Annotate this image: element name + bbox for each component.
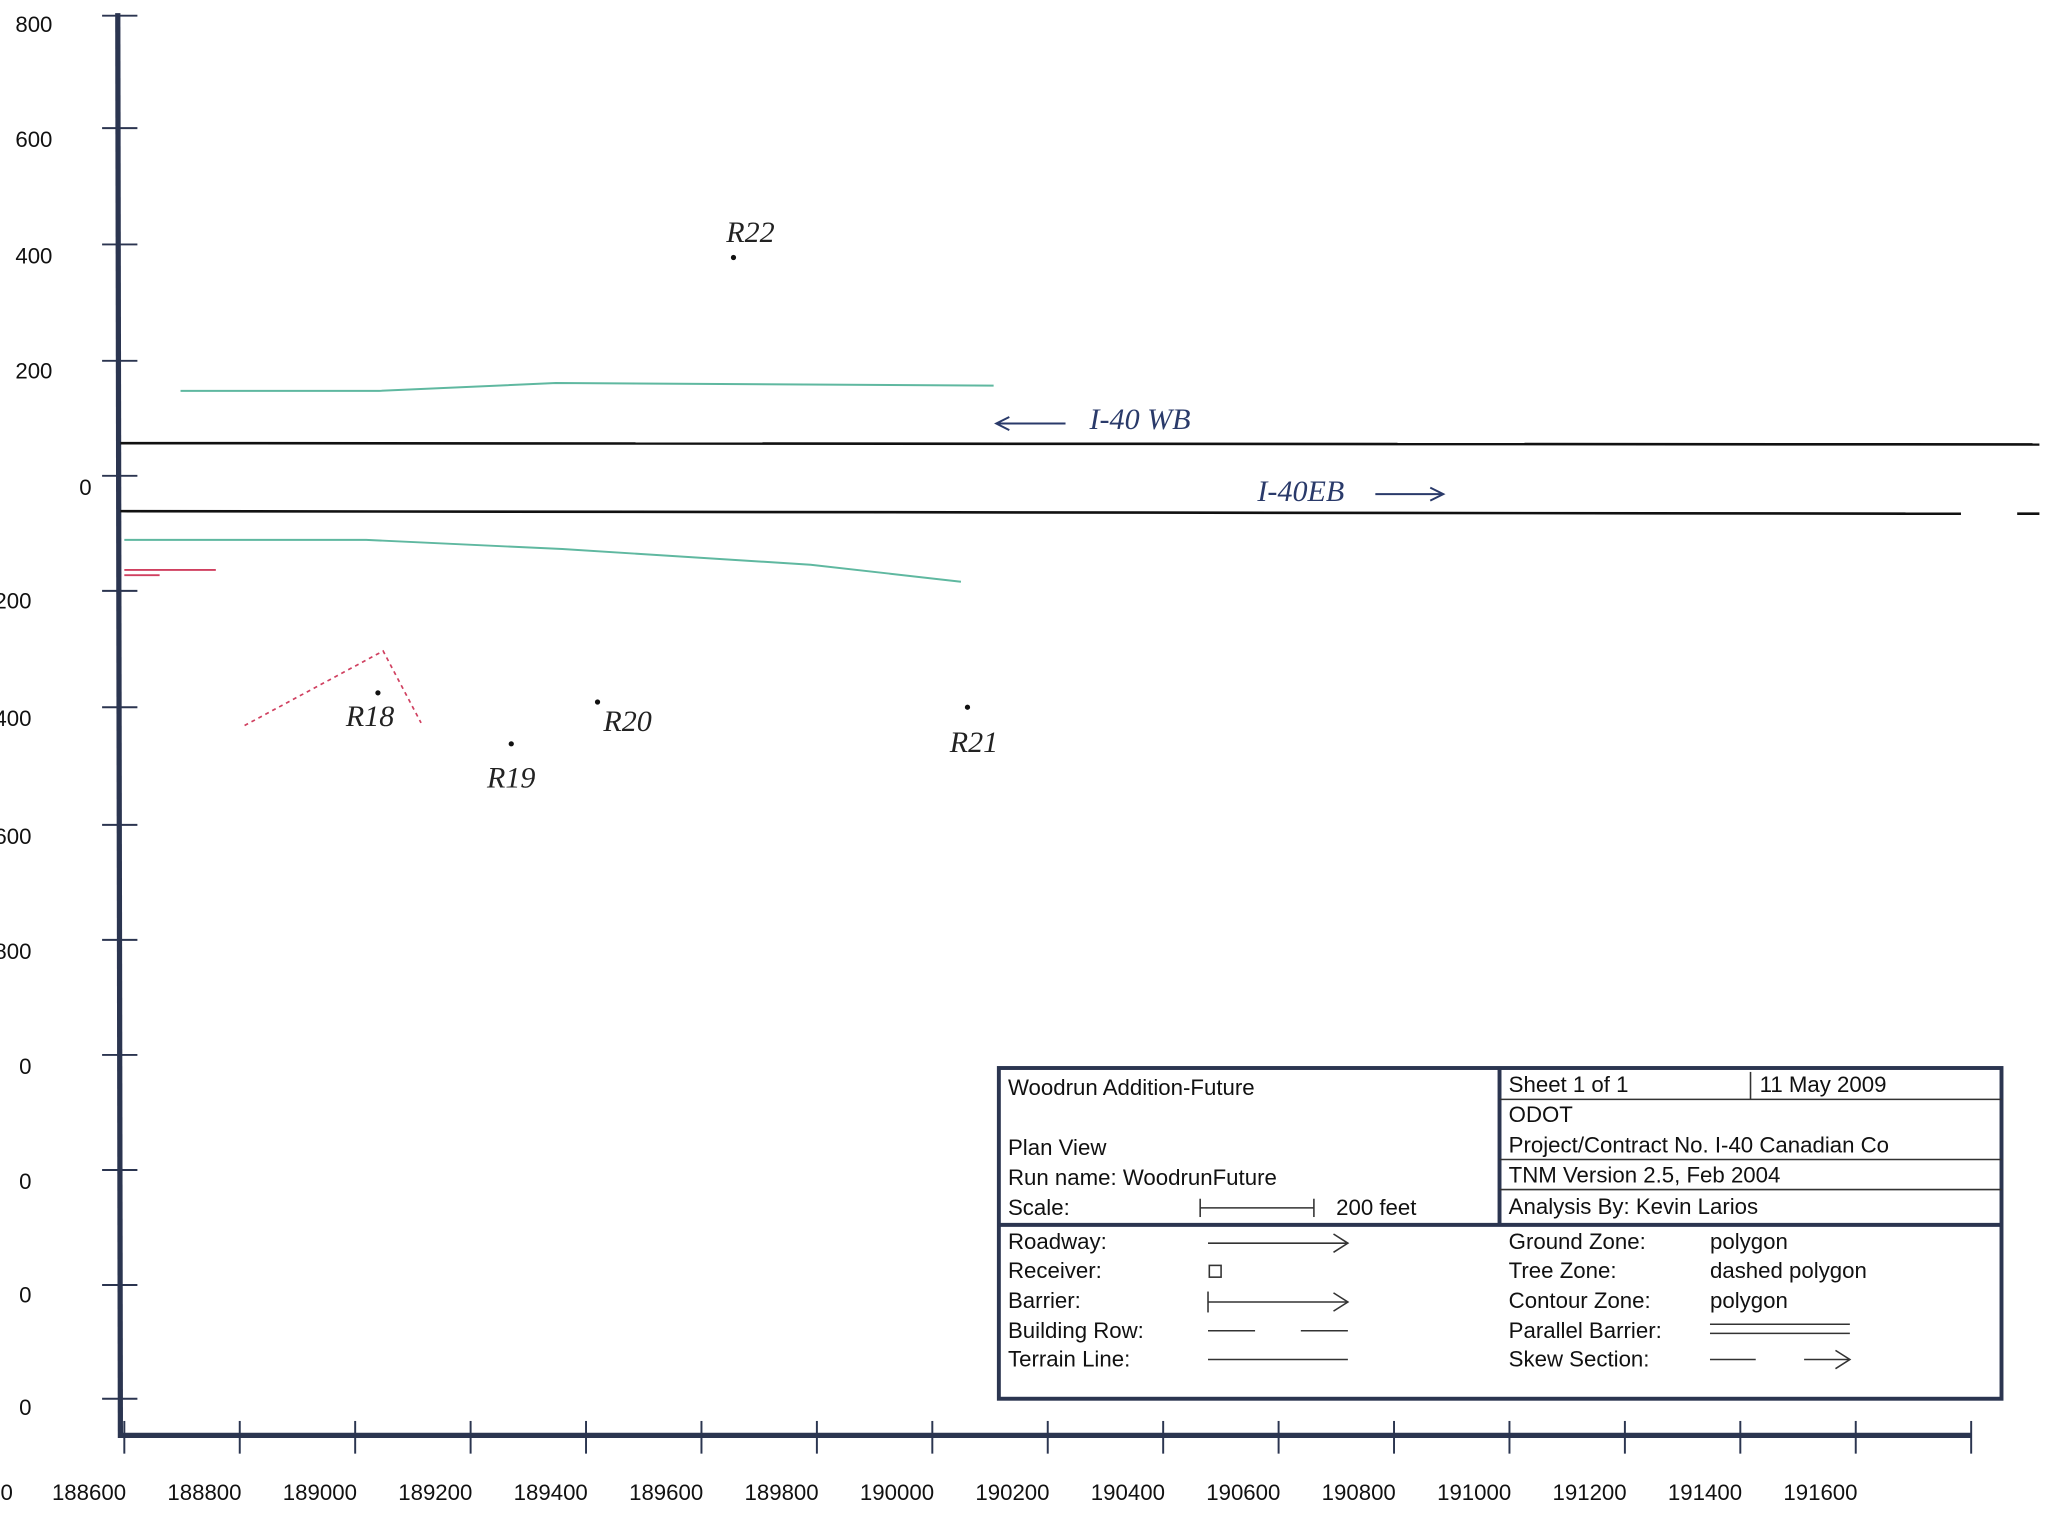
- agency: ODOT: [1509, 1102, 1574, 1127]
- run-name: Run name: WoodrunFuture: [1008, 1165, 1277, 1190]
- y-tick-label: 400: [15, 243, 52, 268]
- x-tick-label: 189200: [398, 1480, 472, 1505]
- y-axis: [115, 13, 124, 1438]
- sheet: Sheet 1 of 1: [1509, 1072, 1629, 1097]
- receiver: [508, 741, 514, 747]
- receiver-label: R18: [345, 699, 394, 733]
- scale-label: Scale:: [1008, 1195, 1070, 1220]
- tree-zone: [244, 649, 422, 727]
- y-tick-label: 0: [79, 475, 91, 500]
- receiver-label: R21: [949, 725, 998, 759]
- legend-label: Terrain Line:: [1008, 1347, 1130, 1372]
- y-tick-label: 800: [0, 939, 32, 964]
- road-wb: [120, 441, 2040, 446]
- symbol-barrier: [1333, 1292, 1350, 1312]
- x-tick-label: 190000: [860, 1480, 934, 1505]
- y-tick-label: 0: [19, 1395, 31, 1420]
- analyst: Analysis By: Kevin Larios: [1509, 1194, 1758, 1219]
- legend-label: Tree Zone:: [1509, 1258, 1617, 1283]
- x-tick-label: 191600: [1783, 1480, 1857, 1505]
- x-tick-label: 189000: [283, 1480, 357, 1505]
- legend-label: Building Row:: [1008, 1318, 1144, 1343]
- x-tick-label: 0: [0, 1480, 12, 1505]
- legend-label: Skew Section:: [1509, 1347, 1650, 1372]
- symbol-roadway: [1333, 1233, 1350, 1253]
- road-label: I-40EB: [1256, 474, 1344, 508]
- x-tick-label: 190600: [1206, 1480, 1280, 1505]
- x-tick-label: 188600: [52, 1480, 126, 1505]
- y-tick-label: 200: [0, 589, 32, 614]
- legend-label: Contour Zone:: [1509, 1288, 1651, 1313]
- x-tick-label: 191400: [1668, 1480, 1742, 1505]
- receiver: [730, 254, 737, 261]
- y-tick-label: 200: [15, 358, 52, 383]
- x-tick-label: 189400: [514, 1480, 588, 1505]
- y-tick-label: 600: [0, 824, 32, 849]
- receiver: [375, 690, 381, 696]
- road-label: I-40 WB: [1089, 402, 1191, 436]
- y-tick-label: 400: [0, 706, 32, 731]
- x-tick-label: 191200: [1553, 1480, 1627, 1505]
- view-name: Plan View: [1008, 1135, 1107, 1160]
- legend-label: Receiver:: [1008, 1258, 1102, 1283]
- legend-label: Parallel Barrier:: [1509, 1318, 1662, 1343]
- date: 11 May 2009: [1760, 1072, 1887, 1097]
- legend-value: polygon: [1710, 1288, 1788, 1313]
- x-tick-label: 189600: [629, 1480, 703, 1505]
- symbol-skew: [1835, 1349, 1852, 1370]
- x-tick-label: 190800: [1322, 1480, 1396, 1505]
- y-tick-label: 800: [15, 12, 52, 37]
- receiver: [964, 704, 971, 710]
- title-block: [996, 1066, 2004, 1401]
- legend-value: polygon: [1710, 1229, 1788, 1254]
- legend-label: Roadway:: [1008, 1229, 1107, 1254]
- y-tick-label: 0: [19, 1283, 31, 1308]
- receiver-label: R19: [486, 760, 535, 794]
- x-tick-label: 188800: [167, 1480, 241, 1505]
- x-tick-label: 190400: [1091, 1480, 1165, 1505]
- terrain-line: [124, 538, 962, 583]
- terrain-line: [180, 382, 994, 392]
- x-tick-label: 189800: [745, 1480, 819, 1505]
- legend-label: Barrier:: [1008, 1288, 1081, 1313]
- y-tick-label: 600: [15, 127, 52, 152]
- receiver: [594, 699, 601, 705]
- contract: Project/Contract No. I-40 Canadian Co: [1509, 1132, 1889, 1157]
- road-eb: [120, 509, 1961, 516]
- receiver-label: R20: [602, 704, 651, 738]
- arrow-head: [1429, 486, 1446, 502]
- x-tick-label: 190200: [975, 1480, 1049, 1505]
- y-tick-label: 0: [19, 1169, 31, 1194]
- symbol-receiver: [1208, 1264, 1222, 1278]
- version: TNM Version 2.5, Feb 2004: [1509, 1162, 1781, 1187]
- y-tick-label: 0: [19, 1054, 31, 1079]
- legend-value: dashed polygon: [1710, 1258, 1867, 1283]
- x-tick-label: 191000: [1437, 1480, 1511, 1505]
- arrow-head: [994, 416, 1010, 431]
- receiver-label: R22: [725, 215, 774, 249]
- project-name: Woodrun Addition-Future: [1008, 1075, 1255, 1100]
- scale-value: 200 feet: [1336, 1195, 1417, 1220]
- legend-label: Ground Zone:: [1509, 1229, 1646, 1254]
